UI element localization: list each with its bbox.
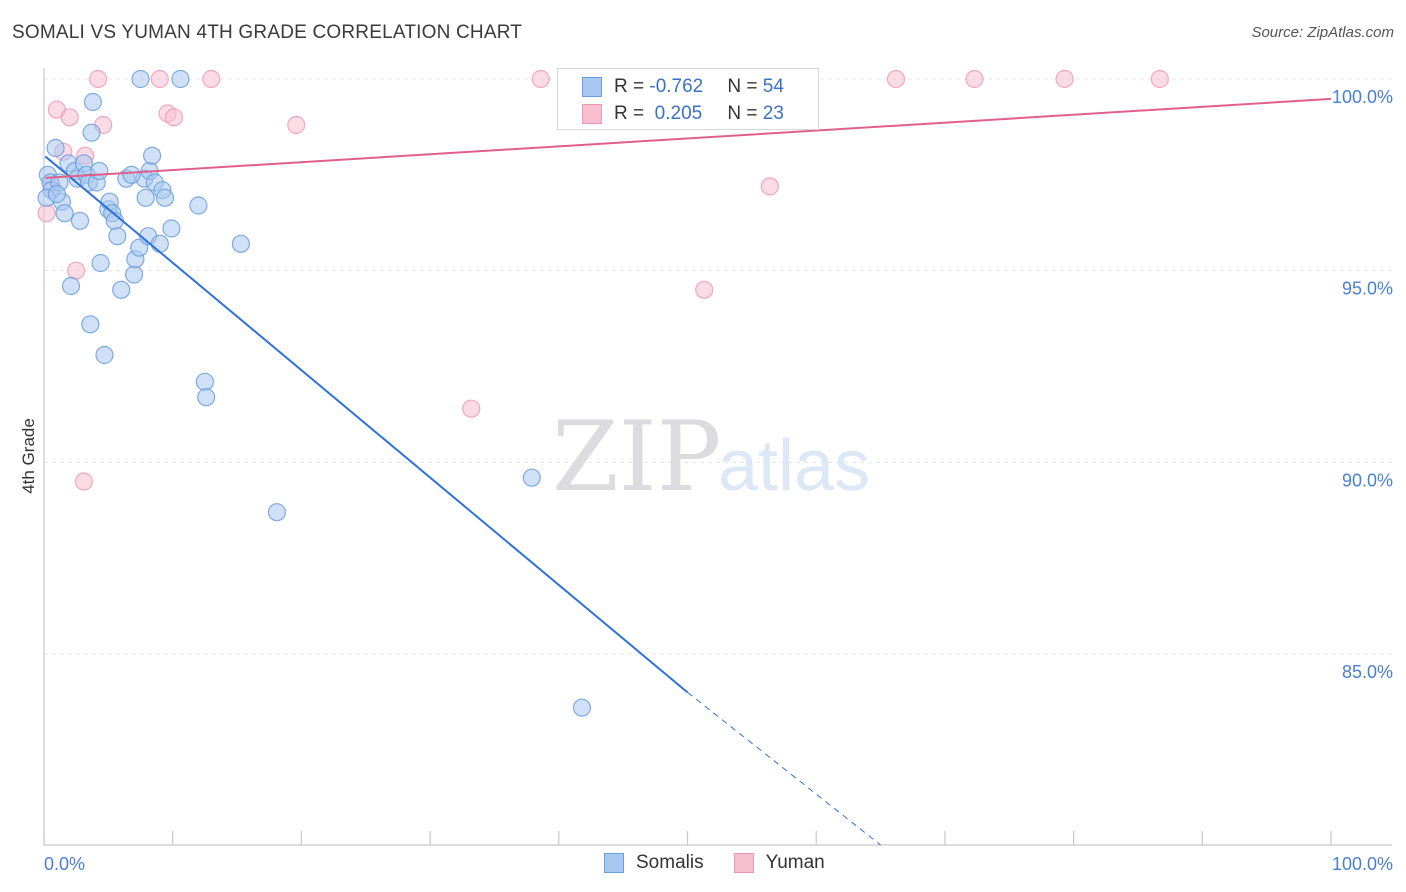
yuman-point — [74, 472, 93, 491]
legend-row-yuman: R = 0.205 N = 23 — [582, 100, 784, 128]
series-legend-label: Yuman — [765, 852, 825, 873]
yuman-point — [1055, 69, 1074, 89]
somali-point — [124, 265, 144, 284]
somali-point — [90, 161, 109, 181]
watermark: ZIP atlas — [552, 401, 870, 513]
somali-points — [37, 69, 592, 717]
legend-swatch-somali — [604, 853, 624, 873]
somali-point — [195, 372, 214, 391]
somali-point — [61, 276, 81, 296]
somali-point — [231, 234, 251, 253]
legend-swatch-somali — [582, 77, 602, 97]
yuman-point — [886, 69, 906, 89]
somali-point — [112, 280, 131, 299]
somali-point — [522, 468, 541, 487]
legend-n-label: N = — [727, 103, 763, 124]
yuman-point — [760, 177, 779, 196]
somali-trend-extension — [687, 691, 881, 846]
legend-r-value: -0.762 — [649, 76, 704, 97]
source-credit: Source: ZipAtlas.com — [1251, 24, 1394, 41]
somali-point — [267, 503, 287, 522]
somali-trend-line — [44, 155, 689, 694]
somali-point — [95, 345, 114, 365]
somali-point — [91, 253, 110, 273]
legend-swatch-yuman — [582, 104, 602, 124]
yuman-point — [60, 108, 79, 127]
yuman-point — [67, 261, 86, 280]
y-tick-label: 90.0% — [1342, 470, 1393, 490]
legend-r-label: R = — [614, 103, 650, 124]
y-tick-labels: 85.0% 90.0% 95.0% 100.0% — [1332, 87, 1393, 682]
x-tick-label: 0.0% — [44, 854, 85, 874]
yuman-point — [150, 69, 169, 89]
yuman-point — [1150, 69, 1169, 89]
watermark-zip-text: ZIP — [552, 401, 721, 513]
somali-point — [47, 184, 66, 204]
yuman-point — [965, 69, 984, 89]
stats-legend: R = -0.762 N = 54 R = 0.205 N = 23 — [557, 68, 819, 130]
legend-n-label: N = — [727, 76, 763, 97]
somali-point — [155, 188, 175, 207]
chart-title: SOMALI VS YUMAN 4TH GRADE CORRELATION CH… — [12, 22, 523, 43]
trend-lines — [44, 97, 1332, 846]
y-tick-label: 85.0% — [1342, 662, 1393, 682]
yuman-point — [164, 108, 184, 127]
somali-point — [122, 165, 141, 184]
legend-r-value: 0.205 — [649, 103, 703, 124]
somali-point — [131, 69, 150, 89]
gridlines — [44, 78, 1392, 655]
somali-point — [189, 196, 208, 215]
yuman-point — [531, 69, 550, 89]
somali-point — [70, 211, 90, 230]
series-legend-label: Somalis — [636, 852, 704, 873]
yuman-point — [462, 399, 481, 418]
legend-r-label: R = — [614, 76, 650, 97]
yuman-points — [37, 69, 1169, 491]
somali-point — [83, 92, 103, 112]
legend-n-value: 54 — [762, 76, 784, 97]
somali-point — [150, 234, 169, 253]
y-axis-label: 4th Grade — [19, 418, 38, 494]
yuman-trend-line — [45, 97, 1332, 179]
y-tick-label: 100.0% — [1332, 87, 1393, 107]
y-tick-label: 95.0% — [1342, 279, 1393, 299]
somali-point — [55, 204, 74, 223]
somali-point — [572, 698, 592, 717]
yuman-point — [202, 69, 221, 89]
yuman-point — [37, 204, 56, 223]
somali-point — [46, 138, 65, 158]
somali-point — [171, 69, 190, 89]
legend-row-somali: R = -0.762 N = 54 — [582, 73, 784, 101]
watermark-atlas-text: atlas — [718, 426, 870, 506]
somali-point — [81, 315, 100, 334]
x-tick-label: 100.0% — [1332, 854, 1393, 874]
yuman-point — [88, 69, 108, 89]
somali-point — [197, 388, 216, 407]
series-legend-somali[interactable]: Somalis — [604, 852, 704, 874]
somali-point — [82, 123, 101, 142]
yuman-point — [695, 280, 714, 299]
legend-n-value: 23 — [762, 103, 784, 124]
series-legend-yuman[interactable]: Yuman — [733, 852, 825, 874]
somali-point — [108, 227, 127, 246]
somali-point — [143, 146, 162, 165]
somali-point — [136, 188, 155, 207]
somali-point — [162, 219, 181, 238]
x-ticks: 0.0% 100.0% — [43, 831, 1393, 874]
legend-swatch-yuman — [733, 853, 754, 873]
yuman-point — [287, 115, 306, 135]
series-legend: Somalis Yuman — [604, 852, 855, 874]
